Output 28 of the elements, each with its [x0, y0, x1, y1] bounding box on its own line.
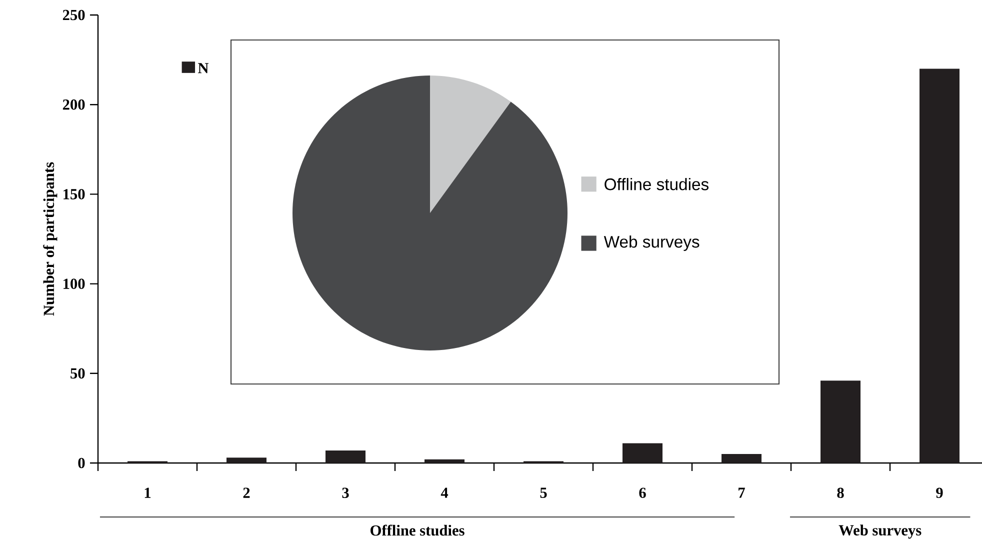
x-tick-label: 5: [540, 488, 547, 498]
y-tick-label: 100: [64, 278, 85, 289]
x-tick-label: 3: [342, 488, 349, 498]
legend-label: Web surveys: [604, 235, 700, 252]
text: Offline studies: [370, 524, 464, 536]
y-tick-label: 150: [64, 189, 85, 200]
y-tick-label: 50: [70, 368, 85, 379]
x-tick-label: 8: [837, 488, 844, 498]
bar: [722, 454, 762, 463]
legend-label: Offline studies: [604, 178, 709, 190]
x-tick-label: 9: [936, 488, 943, 498]
x-tick-label: 6: [639, 488, 646, 498]
y-tick-label: 0: [78, 458, 85, 468]
y-axis-title: Number of participants: [43, 162, 58, 316]
bar: [622, 443, 663, 463]
bar: [326, 450, 366, 463]
bar: [920, 68, 960, 463]
bar: [820, 380, 861, 463]
bar: [424, 459, 465, 463]
x-tick-label: 2: [243, 488, 250, 498]
y-tick-label: 200: [62, 99, 85, 110]
x-tick-label: 1: [144, 488, 151, 498]
text: Web surveys: [838, 524, 922, 539]
x-tick-label: 4: [440, 488, 448, 498]
y-tick-label: 250: [62, 10, 85, 20]
bar: [226, 458, 266, 463]
x-tick-label: 7: [738, 488, 745, 498]
legend-label: N: [198, 63, 209, 74]
